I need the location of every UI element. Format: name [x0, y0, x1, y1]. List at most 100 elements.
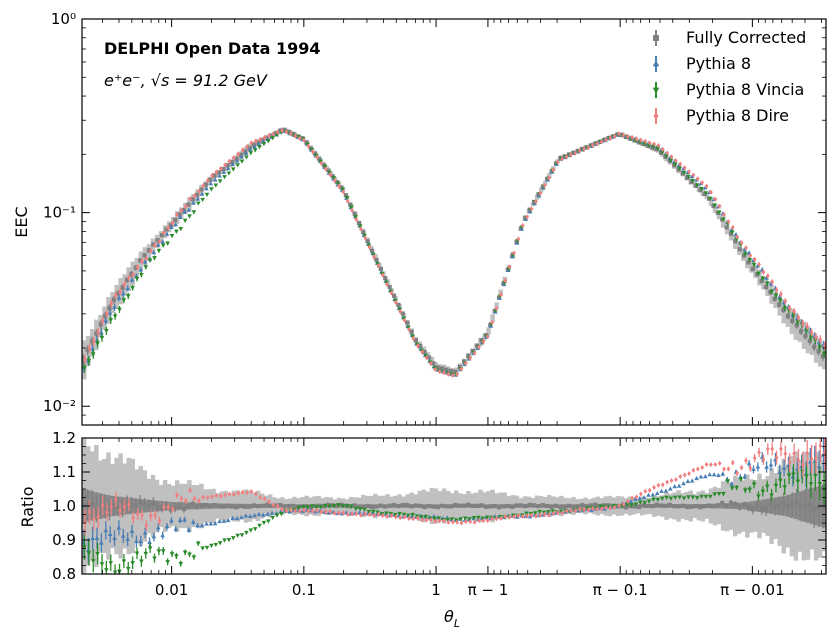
marker-fully-corrected	[164, 227, 169, 232]
ratio-y-tick-label: 0.8	[52, 565, 76, 583]
ratio-stat-band	[793, 492, 799, 520]
marker-fully-corrected-ratio	[146, 503, 152, 508]
marker-fully-corrected-ratio	[190, 501, 195, 507]
ratio-panel: 0.01 0.1 1 π − 1 π − 0.1 π − 0.01 0.8 0.9 1.0 1.1…	[52, 429, 827, 599]
marker-pythia-8-ratio	[261, 512, 266, 517]
marker-pythia-8-dire	[779, 291, 783, 297]
marker-pythia-8	[107, 310, 113, 315]
annotation-title: DELPHI Open Data 1994	[104, 39, 321, 58]
marker-pythia-8-vincia-ratio	[366, 509, 372, 515]
marker-pythia-8-vincia-ratio	[90, 559, 96, 564]
marker-fully-corrected-ratio	[103, 504, 108, 510]
marker-pythia-8-ratio	[120, 533, 126, 538]
marker-pythia-8-vincia	[265, 139, 271, 144]
marker-pythia-8-dire-ratio	[380, 512, 385, 519]
marker-pythia-8-dire-ratio	[787, 459, 792, 465]
marker-pythia-8-dire	[245, 143, 249, 150]
marker-pythia-8-dire-ratio	[599, 506, 604, 512]
marker-pythia-8-vincia-ratio	[274, 513, 280, 518]
marker-pythia-8-vincia-ratio	[778, 478, 783, 484]
marker-pythia-8-dire	[674, 158, 678, 164]
marker-fully-corrected-ratio	[216, 503, 222, 508]
marker-pythia-8-vincia	[410, 334, 416, 339]
marker-fully-corrected	[234, 156, 239, 161]
ratio-stat-band	[437, 504, 443, 508]
marker-fully-corrected-ratio	[698, 505, 703, 510]
main-syst-band	[547, 173, 552, 179]
marker-pythia-8-dire	[625, 133, 630, 139]
marker-pythia-8-vincia-ratio	[791, 472, 796, 477]
marker-pythia-8-dire	[240, 147, 245, 153]
marker-fully-corrected-ratio	[356, 504, 362, 509]
marker-pythia-8-ratio	[777, 469, 783, 474]
ratio-stat-band	[183, 502, 188, 510]
marker-pythia-8-vincia	[139, 272, 144, 278]
marker-pythia-8-vincia-ratio	[86, 551, 92, 556]
marker-fully-corrected-ratio	[737, 505, 742, 510]
marker-pythia-8-ratio	[239, 514, 244, 520]
ratio-stat-band	[280, 504, 285, 508]
marker-pythia-8-vincia-ratio	[349, 504, 354, 509]
marker-pythia-8-vincia-ratio	[257, 523, 262, 528]
marker-pythia-8	[199, 191, 205, 196]
marker-pythia-8-vincia-ratio	[795, 479, 801, 484]
marker-pythia-8-dire-ratio	[83, 519, 87, 525]
marker-pythia-8-ratio	[628, 499, 634, 504]
marker-pythia-8-ratio	[195, 523, 200, 528]
marker-pythia-8-dire-ratio	[223, 492, 228, 498]
marker-fully-corrected-ratio	[803, 503, 808, 508]
marker-pythia-8-dire	[148, 248, 153, 254]
marker-pythia-8-dire	[713, 196, 718, 202]
marker-pythia-8-dire-ratio	[783, 451, 788, 457]
marker-fully-corrected	[448, 368, 454, 374]
marker-pythia-8-vincia	[821, 351, 826, 356]
marker-fully-corrected-ratio	[177, 503, 182, 509]
marker-fully-corrected-ratio	[142, 502, 147, 507]
marker-pythia-8-dire-ratio	[446, 519, 451, 525]
marker-fully-corrected-ratio	[807, 502, 812, 508]
marker-pythia-8-ratio	[226, 517, 231, 523]
marker-pythia-8-dire	[538, 191, 543, 197]
marker-pythia-8	[129, 277, 135, 282]
marker-pythia-8-dire	[800, 321, 805, 327]
marker-pythia-8-ratio	[112, 535, 117, 540]
legend-entry-fully-corrected-marker	[653, 35, 659, 41]
marker-pythia-8	[764, 275, 769, 280]
main-data-points	[82, 127, 826, 378]
marker-pythia-8-dire-ratio	[245, 490, 249, 496]
marker-pythia-8-dire-ratio	[639, 491, 643, 497]
marker-pythia-8-dire-ratio	[695, 466, 700, 472]
marker-pythia-8-dire	[490, 319, 494, 325]
marker-pythia-8-dire-ratio	[477, 518, 481, 524]
marker-fully-corrected	[820, 354, 826, 359]
marker-pythia-8-dire	[315, 154, 319, 160]
marker-pythia-8-vincia-ratio	[178, 562, 184, 567]
marker-fully-corrected	[85, 347, 90, 353]
marker-pythia-8-vincia-ratio	[445, 517, 451, 523]
marker-pythia-8-ratio	[142, 530, 148, 535]
marker-pythia-8-dire	[166, 225, 171, 231]
marker-pythia-8-dire-ratio	[389, 513, 394, 519]
marker-pythia-8-dire	[433, 366, 438, 372]
marker-pythia-8-ratio	[650, 492, 656, 497]
marker-fully-corrected-ratio	[742, 502, 747, 507]
marker-pythia-8-dire-ratio	[568, 508, 573, 514]
marker-pythia-8	[120, 291, 126, 296]
marker-fully-corrected-ratio	[396, 503, 401, 509]
marker-fully-corrected	[142, 253, 147, 258]
marker-pythia-8-dire-ratio	[647, 487, 652, 493]
marker-fully-corrected-ratio	[422, 504, 427, 510]
marker-fully-corrected-ratio	[540, 503, 545, 508]
marker-fully-corrected	[378, 266, 383, 271]
marker-pythia-8-dire	[573, 150, 578, 156]
marker-fully-corrected	[742, 253, 747, 258]
marker-pythia-8-vincia-ratio	[449, 517, 455, 522]
marker-pythia-8-dire	[529, 206, 534, 212]
marker-pythia-8	[155, 242, 161, 247]
marker-pythia-8-dire-ratio	[468, 519, 473, 525]
marker-pythia-8-dire-ratio	[730, 460, 735, 466]
marker-pythia-8-dire	[398, 308, 403, 314]
marker-pythia-8-vincia-ratio	[721, 492, 726, 497]
marker-fully-corrected-ratio	[124, 501, 130, 507]
marker-fully-corrected-ratio	[225, 503, 230, 508]
